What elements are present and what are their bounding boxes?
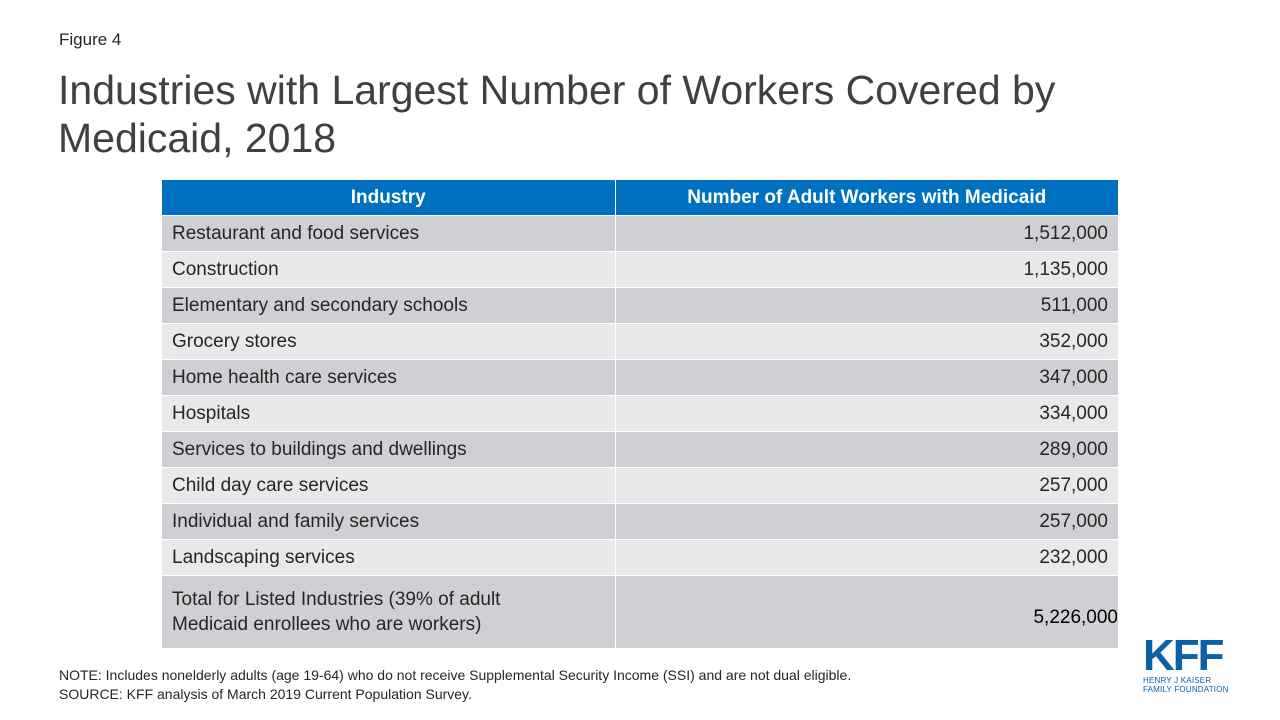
column-header-industry: Industry [162, 180, 616, 216]
total-label-line1: Total for Listed Industries (39% of adul… [172, 589, 501, 610]
workers-value-cell: 347,000 [615, 359, 1118, 396]
workers-value-cell: 511,000 [615, 287, 1118, 324]
workers-value-cell: 289,000 [615, 431, 1118, 468]
logo-line2: FAMILY FOUNDATION [1143, 685, 1229, 694]
total-label: Total for Listed Industries (39% of adul… [162, 575, 616, 648]
table-row: Restaurant and food services 1,512,000 [162, 215, 1118, 252]
table-row: Child day care services 257,000 [162, 467, 1118, 504]
data-table: Industry Number of Adult Workers with Me… [162, 180, 1118, 648]
workers-value-cell: 232,000 [615, 539, 1118, 576]
workers-value-cell: 1,135,000 [615, 251, 1118, 288]
industry-cell: Hospitals [162, 395, 616, 432]
table-row: Home health care services 347,000 [162, 359, 1118, 396]
page-title: Industries with Largest Number of Worker… [58, 67, 1056, 161]
column-header-workers: Number of Adult Workers with Medicaid [615, 180, 1118, 216]
table-body: Restaurant and food services 1,512,000 Con… [162, 215, 1118, 648]
total-label-line2: Medicaid enrollees who are workers) [172, 614, 482, 635]
industry-cell: Home health care services [162, 359, 616, 396]
table-row: Services to buildings and dwellings 289,0… [162, 431, 1118, 468]
workers-value-cell: 257,000 [615, 503, 1118, 540]
industry-cell: Grocery stores [162, 323, 616, 360]
industry-cell: Landscaping services [162, 539, 616, 576]
total-value: 5,226,000 [615, 575, 1118, 648]
table-row: Construction 1,135,000 [162, 251, 1118, 288]
note-text: NOTE: Includes nonelderly adults (age 19… [59, 667, 852, 683]
logo-mark: KFF [1143, 631, 1225, 680]
workers-value-cell: 257,000 [615, 467, 1118, 504]
footnotes: NOTE: Includes nonelderly adults (age 19… [59, 666, 851, 704]
table-row: Grocery stores 352,000 [162, 323, 1118, 360]
industry-cell: Individual and family services [162, 503, 616, 540]
industry-cell: Services to buildings and dwellings [162, 431, 616, 468]
table-row: Elementary and secondary schools 511,000 [162, 287, 1118, 324]
table-row: Individual and family services 257,000 [162, 503, 1118, 540]
kff-logo: KFF HENRY J KAISER FAMILY FOUNDATION [1143, 631, 1235, 696]
logo-line1: HENRY J KAISER [1143, 676, 1212, 685]
workers-value-cell: 352,000 [615, 323, 1118, 360]
table-row: Landscaping services 232,000 [162, 539, 1118, 576]
industry-cell: Construction [162, 251, 616, 288]
source-text: SOURCE: KFF analysis of March 2019 Curre… [59, 686, 472, 702]
figure-label: Figure 4 [59, 30, 122, 49]
table-header-row: Industry Number of Adult Workers with Me… [162, 180, 1118, 216]
industry-cell: Restaurant and food services [162, 215, 616, 252]
workers-value-cell: 334,000 [615, 395, 1118, 432]
industry-cell: Child day care services [162, 467, 616, 504]
industry-cell: Elementary and secondary schools [162, 287, 616, 324]
total-row: Total for Listed Industries (39% of adul… [162, 575, 1118, 648]
table-row: Hospitals 334,000 [162, 395, 1118, 432]
workers-value-cell: 1,512,000 [615, 215, 1118, 252]
